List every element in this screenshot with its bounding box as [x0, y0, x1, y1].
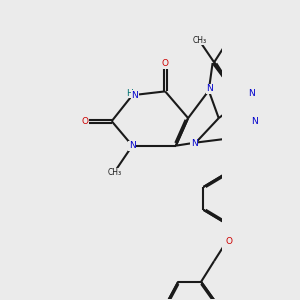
- Text: O: O: [225, 238, 232, 247]
- Text: N: N: [131, 91, 138, 100]
- Text: O: O: [162, 59, 169, 68]
- Text: N: N: [251, 117, 258, 126]
- Text: H: H: [126, 89, 133, 98]
- Text: N: N: [207, 84, 213, 93]
- Text: N: N: [248, 89, 255, 98]
- Text: N: N: [191, 139, 197, 148]
- Text: N: N: [129, 141, 136, 150]
- Text: CH₃: CH₃: [193, 36, 207, 45]
- Text: CH₃: CH₃: [108, 168, 122, 177]
- Text: O: O: [81, 117, 88, 126]
